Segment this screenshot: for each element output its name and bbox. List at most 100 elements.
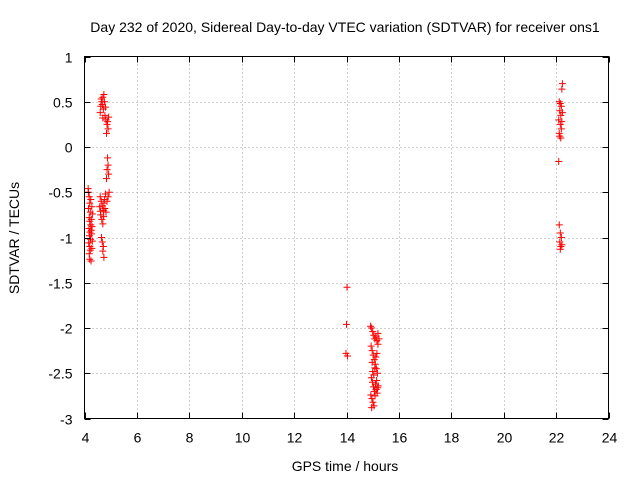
data-point [556, 245, 564, 253]
data-point [86, 228, 94, 236]
data-point [84, 205, 92, 213]
data-point [373, 376, 381, 384]
data-point [372, 365, 380, 373]
data-point [558, 241, 566, 249]
data-point [104, 193, 112, 201]
y-tick-label: -1.5 [48, 276, 72, 292]
data-point [372, 333, 380, 341]
data-point [87, 226, 95, 234]
chart-title: Day 232 of 2020, Sidereal Day-to-day VTE… [90, 19, 600, 35]
data-point [368, 324, 376, 332]
data-point [99, 220, 107, 228]
data-point [369, 367, 377, 375]
data-point [374, 384, 382, 392]
data-point [101, 205, 109, 213]
data-point [86, 255, 94, 263]
data-point [87, 215, 95, 223]
data-point [85, 239, 93, 247]
data-point [557, 134, 565, 142]
data-point [369, 398, 377, 406]
data-point [96, 109, 104, 117]
data-point [99, 243, 107, 251]
data-point [555, 157, 563, 165]
data-point [104, 161, 112, 169]
data-point [370, 371, 378, 379]
data-point [100, 253, 108, 261]
x-tick-labels: 4 6 8 10 12 14 16 18 20 22 24 [82, 430, 618, 446]
data-point [343, 320, 350, 328]
data-point [368, 347, 376, 355]
data-point [87, 195, 95, 203]
x-tick-label: 22 [549, 430, 565, 446]
data-point [85, 250, 93, 258]
data-point [104, 154, 112, 162]
x-axis-label: GPS time / hours [292, 458, 399, 474]
data-point [367, 391, 375, 399]
data-point [87, 221, 95, 229]
data-point [558, 80, 566, 88]
data-point [86, 217, 94, 225]
data-point [372, 386, 380, 394]
data-point [558, 109, 566, 117]
x-tick-label: 16 [392, 430, 408, 446]
y-tick-label: 0.5 [53, 95, 73, 111]
data-point [96, 207, 104, 215]
x-tick-label: 8 [186, 430, 194, 446]
data-points [84, 80, 566, 412]
data-point [555, 116, 563, 124]
grid [84, 56, 609, 419]
data-point [100, 98, 108, 106]
plot-frame [84, 56, 609, 419]
y-tick-label: 1 [65, 50, 73, 66]
data-point [372, 353, 380, 361]
data-point [557, 234, 565, 241]
y-tick-label: -2.5 [48, 366, 72, 382]
data-point [104, 118, 112, 126]
data-point [100, 213, 108, 221]
data-point [98, 238, 106, 246]
data-point [558, 118, 566, 126]
data-point [103, 129, 111, 137]
data-point [100, 199, 108, 207]
data-point [368, 358, 376, 366]
x-tick-label: 24 [602, 430, 618, 446]
data-point [96, 193, 104, 201]
data-point [86, 199, 94, 207]
data-point [375, 335, 383, 343]
data-point [102, 208, 110, 216]
y-tick-label: 0 [65, 140, 73, 156]
data-point [99, 114, 107, 122]
data-point [86, 246, 94, 254]
data-point [373, 369, 381, 377]
data-point [87, 235, 95, 243]
data-point [105, 113, 113, 121]
data-point [88, 210, 96, 218]
data-point [101, 103, 109, 111]
data-point [557, 102, 565, 110]
x-tick-label: 4 [82, 430, 90, 446]
data-point [371, 364, 379, 372]
data-point [103, 175, 111, 183]
data-point [555, 221, 563, 229]
x-tick-label: 6 [134, 430, 142, 446]
data-point [98, 234, 106, 241]
data-point [556, 229, 564, 237]
data-point [374, 340, 382, 348]
y-tick-label: -0.5 [48, 185, 72, 201]
data-point [105, 170, 113, 178]
data-point [88, 237, 96, 245]
x-tick-label: 10 [235, 430, 251, 446]
x-tick-label: 18 [444, 430, 460, 446]
data-point [100, 91, 108, 99]
data-point [374, 382, 382, 390]
data-point [555, 98, 563, 106]
data-point [99, 247, 107, 255]
data-point [103, 166, 111, 174]
data-point [371, 360, 379, 368]
axis-ticks [84, 56, 610, 420]
data-point [367, 322, 375, 330]
data-point [87, 257, 95, 265]
data-point [344, 352, 352, 360]
data-point [373, 389, 381, 397]
